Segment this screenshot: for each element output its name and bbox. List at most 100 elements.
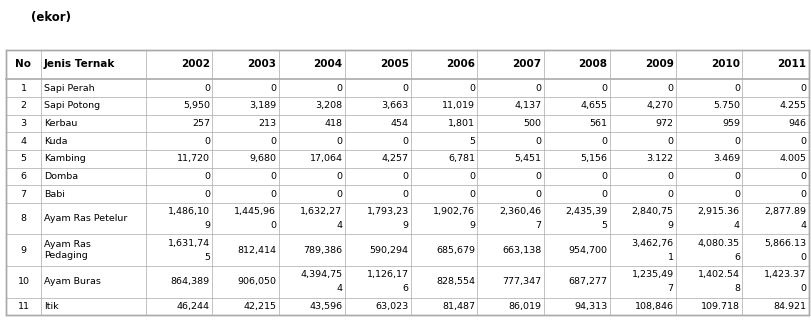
Text: 0: 0 bbox=[602, 189, 607, 198]
Text: (ekor): (ekor) bbox=[31, 11, 71, 24]
Text: 9: 9 bbox=[667, 221, 674, 230]
Text: 11: 11 bbox=[18, 302, 29, 311]
Text: 2009: 2009 bbox=[645, 60, 674, 69]
Text: 5,866.13: 5,866.13 bbox=[764, 239, 806, 248]
Text: 1,445,96: 1,445,96 bbox=[234, 207, 277, 216]
Text: 0: 0 bbox=[602, 137, 607, 146]
Text: 10: 10 bbox=[18, 277, 29, 286]
Text: 5,451: 5,451 bbox=[514, 154, 541, 163]
Text: 4: 4 bbox=[800, 221, 806, 230]
Text: 4: 4 bbox=[734, 221, 740, 230]
Text: Kerbau: Kerbau bbox=[44, 119, 77, 128]
Text: 5: 5 bbox=[469, 137, 475, 146]
Text: 0: 0 bbox=[734, 189, 740, 198]
Text: 9: 9 bbox=[469, 221, 475, 230]
Text: 9: 9 bbox=[204, 221, 210, 230]
Text: 959: 959 bbox=[722, 119, 740, 128]
Text: 3.122: 3.122 bbox=[646, 154, 674, 163]
Text: 2,435,39: 2,435,39 bbox=[565, 207, 607, 216]
Text: 0: 0 bbox=[337, 172, 342, 181]
Text: 2005: 2005 bbox=[380, 60, 409, 69]
Bar bbox=[6, 50, 809, 315]
Text: 0: 0 bbox=[204, 137, 210, 146]
Text: 2,360,46: 2,360,46 bbox=[499, 207, 541, 216]
Text: 4,270: 4,270 bbox=[646, 101, 674, 110]
Text: 1,423.37: 1,423.37 bbox=[764, 270, 806, 279]
Text: 2008: 2008 bbox=[578, 60, 607, 69]
Text: 84.921: 84.921 bbox=[773, 302, 806, 311]
Text: 946: 946 bbox=[788, 119, 806, 128]
Text: 3.469: 3.469 bbox=[713, 154, 740, 163]
Text: 5: 5 bbox=[204, 253, 210, 262]
Text: Domba: Domba bbox=[44, 172, 78, 181]
Text: 4,394,75: 4,394,75 bbox=[300, 270, 342, 279]
Text: 63,023: 63,023 bbox=[375, 302, 409, 311]
Text: 0: 0 bbox=[800, 137, 806, 146]
Text: 5,950: 5,950 bbox=[183, 101, 210, 110]
Text: 213: 213 bbox=[258, 119, 277, 128]
Text: 2006: 2006 bbox=[446, 60, 475, 69]
Text: 4.005: 4.005 bbox=[779, 154, 806, 163]
Text: 906,050: 906,050 bbox=[237, 277, 277, 286]
Text: 0: 0 bbox=[800, 172, 806, 181]
Text: 0: 0 bbox=[667, 137, 674, 146]
Text: 0: 0 bbox=[602, 84, 607, 92]
Text: 4,137: 4,137 bbox=[514, 101, 541, 110]
Text: 7: 7 bbox=[20, 189, 27, 198]
Text: 17,064: 17,064 bbox=[310, 154, 342, 163]
Text: 1,801: 1,801 bbox=[448, 119, 475, 128]
Text: No: No bbox=[15, 60, 32, 69]
Text: 561: 561 bbox=[590, 119, 607, 128]
Text: 6: 6 bbox=[20, 172, 27, 181]
Text: 11,019: 11,019 bbox=[442, 101, 475, 110]
Text: 2: 2 bbox=[20, 101, 27, 110]
Text: 954,700: 954,700 bbox=[569, 246, 607, 255]
Text: 828,554: 828,554 bbox=[436, 277, 475, 286]
Text: 42,215: 42,215 bbox=[243, 302, 277, 311]
Text: Itik: Itik bbox=[44, 302, 58, 311]
Text: 1,126,17: 1,126,17 bbox=[367, 270, 409, 279]
Text: 4,655: 4,655 bbox=[581, 101, 607, 110]
Text: 0: 0 bbox=[270, 137, 277, 146]
Text: 500: 500 bbox=[523, 119, 541, 128]
Text: 0: 0 bbox=[403, 172, 409, 181]
Text: 0: 0 bbox=[270, 172, 277, 181]
Text: 0: 0 bbox=[469, 172, 475, 181]
Text: 418: 418 bbox=[324, 119, 342, 128]
Text: Sapi Perah: Sapi Perah bbox=[44, 84, 94, 92]
Text: Kambing: Kambing bbox=[44, 154, 85, 163]
Text: 4,257: 4,257 bbox=[382, 154, 409, 163]
Text: 9,680: 9,680 bbox=[249, 154, 277, 163]
Text: 94,313: 94,313 bbox=[574, 302, 607, 311]
Text: 0: 0 bbox=[535, 137, 541, 146]
Text: 46,244: 46,244 bbox=[177, 302, 210, 311]
Text: 0: 0 bbox=[204, 172, 210, 181]
Text: 108,846: 108,846 bbox=[635, 302, 674, 311]
Text: 0: 0 bbox=[535, 189, 541, 198]
Text: 1: 1 bbox=[667, 253, 674, 262]
Text: Ayam Buras: Ayam Buras bbox=[44, 277, 101, 286]
Text: Kuda: Kuda bbox=[44, 137, 67, 146]
Text: Sapi Potong: Sapi Potong bbox=[44, 101, 100, 110]
Text: 2,915.36: 2,915.36 bbox=[697, 207, 740, 216]
Text: 5,156: 5,156 bbox=[581, 154, 607, 163]
Text: 86,019: 86,019 bbox=[508, 302, 541, 311]
Text: 3,462,76: 3,462,76 bbox=[632, 239, 674, 248]
Text: 9: 9 bbox=[403, 221, 409, 230]
Text: Pedaging: Pedaging bbox=[44, 251, 88, 260]
Text: 4: 4 bbox=[337, 284, 342, 293]
Text: 454: 454 bbox=[391, 119, 409, 128]
Text: 5: 5 bbox=[20, 154, 27, 163]
Text: 7: 7 bbox=[667, 284, 674, 293]
Text: 4: 4 bbox=[337, 221, 342, 230]
Text: 2004: 2004 bbox=[313, 60, 342, 69]
Text: 2002: 2002 bbox=[181, 60, 210, 69]
Text: 0: 0 bbox=[535, 172, 541, 181]
Text: 2010: 2010 bbox=[711, 60, 740, 69]
Text: 3: 3 bbox=[20, 119, 27, 128]
Text: 687,277: 687,277 bbox=[569, 277, 607, 286]
Text: 0: 0 bbox=[734, 137, 740, 146]
Text: 4,080.35: 4,080.35 bbox=[697, 239, 740, 248]
Text: Ayam Ras: Ayam Ras bbox=[44, 240, 91, 249]
Text: 3,208: 3,208 bbox=[315, 101, 342, 110]
